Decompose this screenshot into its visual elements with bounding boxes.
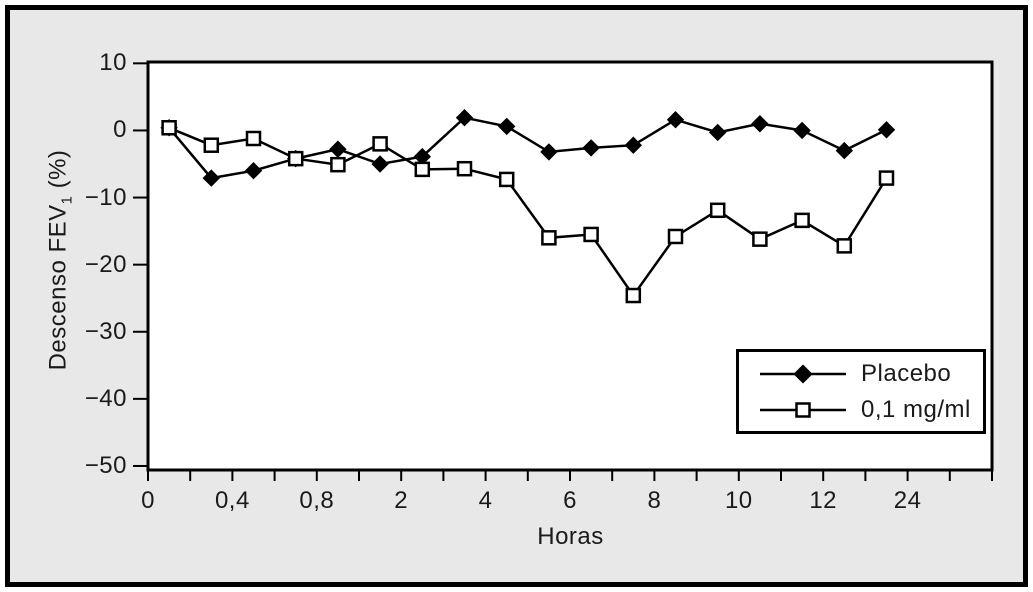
placebo-point bbox=[582, 139, 600, 157]
legend-entry-dose: 0,1 mg/ml bbox=[757, 395, 983, 425]
legend-entry-placebo: Placebo bbox=[757, 359, 983, 389]
placebo-point bbox=[244, 162, 263, 180]
x-tick-label-7: 10 bbox=[724, 487, 753, 514]
dose-point bbox=[203, 137, 220, 153]
placebo-point bbox=[666, 111, 685, 129]
y-axis-title-subscript: 1 bbox=[59, 195, 76, 205]
dose-point bbox=[330, 156, 346, 173]
dose-point bbox=[625, 287, 642, 304]
y-axis-title-text: Descenso FEV bbox=[44, 204, 72, 371]
y-tick-label-3: −20 bbox=[84, 250, 127, 278]
dose-point bbox=[794, 212, 810, 229]
dose-point bbox=[498, 171, 515, 188]
y-axis-title: Descenso FEV1 (%) bbox=[45, 150, 76, 371]
x-tick-label-9: 24 bbox=[893, 487, 922, 514]
x-tick-label-4: 4 bbox=[478, 487, 493, 514]
y-tick-label-5: −40 bbox=[84, 384, 127, 412]
y-tick-label-0: 10 bbox=[99, 49, 127, 77]
placebo-point bbox=[708, 123, 727, 142]
dose-point bbox=[878, 170, 895, 186]
open-square-marker-icon bbox=[760, 401, 846, 418]
placebo-point bbox=[835, 141, 854, 160]
dose-point bbox=[583, 226, 599, 243]
x-tick-label-1: 0,4 bbox=[214, 487, 250, 514]
y-tick-label-6: −50 bbox=[84, 451, 127, 479]
y-tick-label-4: −30 bbox=[84, 317, 127, 345]
x-axis-title: Horas bbox=[537, 523, 604, 550]
dose-point bbox=[752, 231, 768, 247]
dose-point bbox=[161, 120, 177, 136]
placebo-point bbox=[793, 121, 811, 140]
y-tick-label-2: −10 bbox=[84, 183, 127, 211]
dose-point bbox=[372, 136, 388, 152]
y-axis-title-unit: (%) bbox=[44, 149, 72, 196]
dose-point bbox=[287, 150, 304, 167]
x-tick-label-6: 8 bbox=[647, 487, 662, 514]
placebo-point bbox=[202, 169, 221, 187]
x-tick-label-5: 6 bbox=[563, 487, 577, 514]
dose-point bbox=[541, 230, 557, 246]
y-tick-label-1: 0 bbox=[113, 116, 127, 144]
filled-diamond-marker-icon bbox=[760, 363, 846, 384]
dose-point bbox=[836, 238, 853, 254]
dose-point bbox=[245, 130, 262, 147]
placebo-point bbox=[497, 117, 516, 136]
x-tick-label-0: 0 bbox=[141, 487, 155, 514]
placebo-point bbox=[455, 108, 474, 127]
placebo-point bbox=[540, 143, 558, 161]
legend-label-dose: 0,1 mg/ml bbox=[861, 395, 971, 423]
dose-point bbox=[709, 202, 726, 219]
x-tick-label-2: 0,8 bbox=[299, 487, 335, 514]
legend: Placebo 0,1 mg/ml bbox=[736, 349, 986, 434]
dose-point bbox=[414, 161, 431, 178]
legend-label-placebo: Placebo bbox=[861, 359, 952, 387]
x-tick-label-3: 2 bbox=[394, 487, 409, 514]
dose-point bbox=[667, 228, 684, 245]
placebo-point bbox=[624, 136, 643, 154]
dose-point bbox=[456, 160, 473, 177]
x-tick-label-8: 12 bbox=[809, 487, 838, 514]
placebo-point bbox=[751, 115, 769, 133]
placebo-point bbox=[877, 121, 896, 139]
placebo-point bbox=[371, 155, 389, 173]
